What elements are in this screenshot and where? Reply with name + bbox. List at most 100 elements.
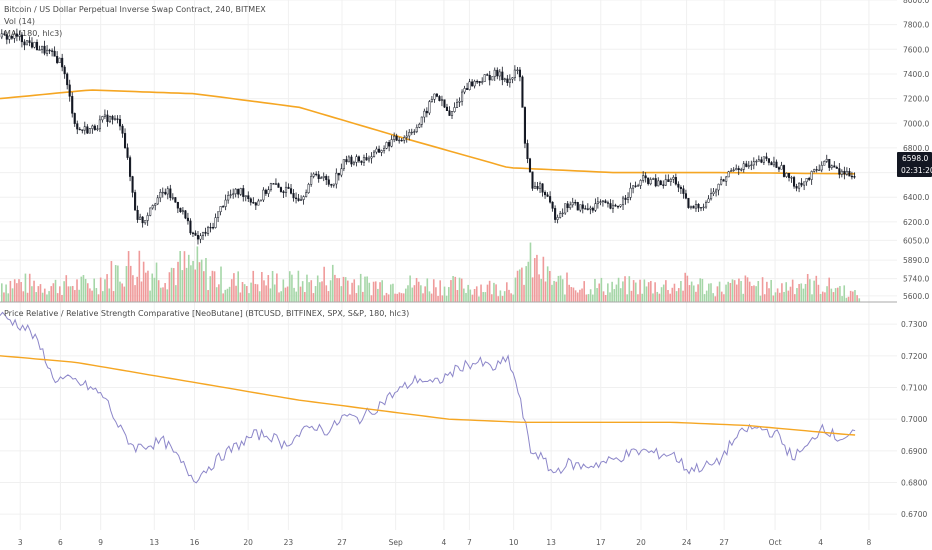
candle-body [810,171,813,180]
price-tick-label: 5890.0 [903,256,929,265]
candle-body [704,202,708,208]
volume-bar [394,293,396,302]
candle-body [186,217,189,222]
volume-bar [852,291,854,302]
volume-bar [512,294,515,302]
candle-body [176,201,179,209]
volume-bar [194,269,197,302]
price-scale[interactable] [897,0,932,550]
volume-bar [733,280,736,302]
volume-bar [20,282,22,302]
volume-bar [607,283,609,302]
indicator-title[interactable]: Price Relative / Relative Strength Compa… [4,309,409,318]
volume-bar [56,293,59,302]
volume-bar [411,287,414,302]
volume-bar [63,281,65,302]
volume-bar [544,281,547,302]
candle-body [735,168,738,171]
volume-bar [301,281,304,302]
candle-body [184,210,187,219]
candle-body [710,193,713,200]
candle-body [360,160,363,163]
volume-bar [1,283,3,302]
volume-bar [654,282,656,302]
candle-body [692,205,695,209]
volume-bar [50,286,53,302]
chart-title[interactable]: Bitcoin / US Dollar Perpetual Inverse Sw… [4,5,266,14]
candle-body [370,156,373,159]
candle-body [523,107,526,144]
candle-body [312,173,315,177]
candle-body [129,157,132,177]
candle-body [684,193,687,199]
volume-bar [482,292,484,302]
price-pane[interactable] [0,28,861,302]
candle-body [38,49,41,51]
candle-body [244,195,247,197]
candle-body [428,101,431,114]
volume-bar [117,265,119,302]
candle-body [149,207,152,216]
candle-body [496,69,499,77]
candle-body [511,77,514,80]
volume-bar [209,276,212,302]
candle-body [88,128,91,134]
candle-body [715,189,718,193]
volume-bar [233,273,235,302]
candle-body [209,226,212,229]
candle-body [493,69,496,77]
candle-body [302,196,305,200]
candle-body [639,180,642,186]
volume-bar [772,295,775,302]
time-axis[interactable]: 3 6 9 13 16 20 23 27 Sep 4 7 10 13 17 20 24 27 Oct 4 8 [18,538,872,547]
candle-body [772,161,775,166]
candle-body [0,33,3,38]
ma-line [0,89,856,175]
candle-body [330,184,333,186]
volume-bar [95,288,98,302]
candle-body [634,185,637,187]
volume-bar [445,295,448,302]
candle-body [727,171,730,178]
volume-bar [710,283,712,302]
candle-body [775,161,778,168]
indicator-pane[interactable] [0,311,856,484]
candle-body [340,168,343,176]
volume-bar [460,278,463,302]
volume-bar [454,276,457,302]
candle-body [481,81,484,83]
volume-bar [327,291,330,302]
volume-bar [495,284,497,302]
volume-bar [213,271,216,302]
candle-body [800,182,803,186]
candle-body [654,178,657,187]
volume-bar [52,283,55,302]
candle-body [486,74,489,76]
candle-body [491,76,494,81]
volume-bar [478,296,480,302]
candle-body [113,118,117,120]
volume-bar [33,280,35,302]
candle-body [571,202,574,206]
ma-legend[interactable]: MA (180, hlc3) [4,29,62,38]
volume-legend[interactable]: Vol (14) [4,17,35,26]
candle-body [513,69,516,79]
volume-bar [218,284,220,302]
volume-bar [48,291,50,302]
volume-bar [568,284,570,302]
volume-bar [662,284,665,302]
candle-body [823,161,826,166]
volume-bar [675,291,678,302]
candle-body [591,207,594,211]
volume-bar [54,279,57,302]
candle-body [632,185,635,189]
candle-body [463,88,466,93]
candle-body [554,208,557,220]
volume-bar [175,285,177,302]
volume-bar [121,283,123,302]
candle-body [58,57,61,63]
candle-body [408,132,411,137]
candle-body [574,202,577,204]
volume-bar [224,289,227,302]
volume-bar [144,272,147,302]
